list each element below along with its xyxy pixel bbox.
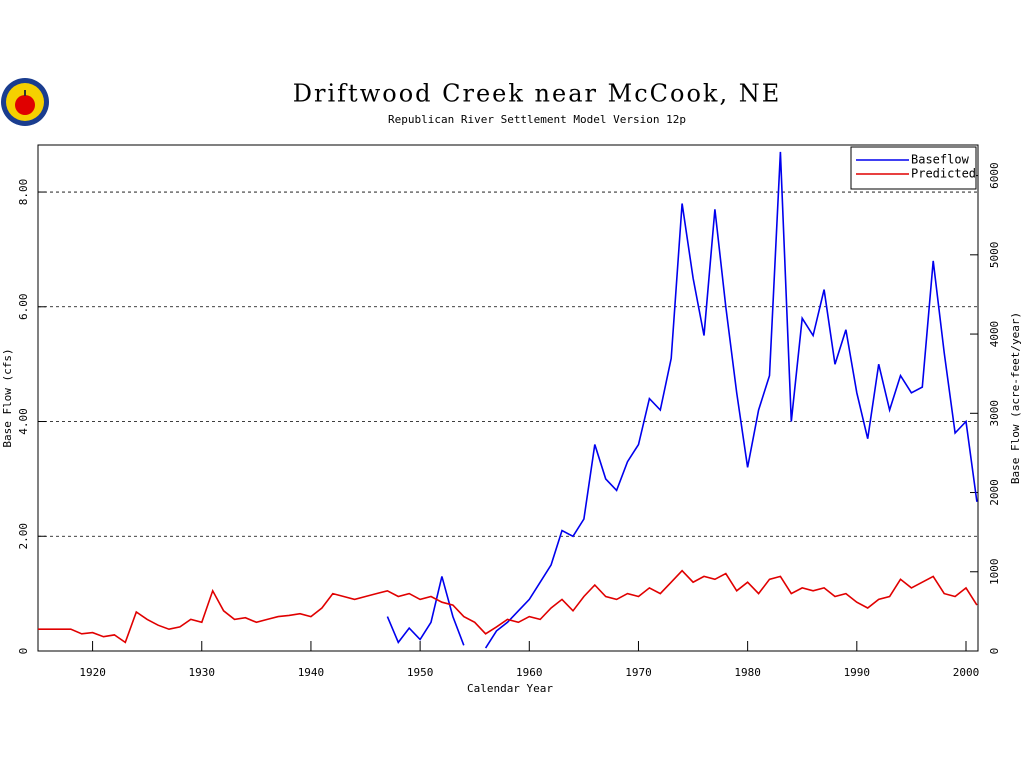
x-axis-label: Calendar Year: [467, 682, 553, 695]
chart-title: Driftwood Creek near McCook, NE: [293, 80, 781, 108]
y-tick-label: 2.00: [17, 523, 30, 550]
chart-subtitle: Republican River Settlement Model Versio…: [388, 113, 686, 126]
y-tick-label: 4.00: [17, 408, 30, 435]
y2-tick-label: 3000: [988, 400, 1001, 427]
y2-tick-label: 2000: [988, 479, 1001, 506]
x-tick-label: 2000: [953, 666, 980, 679]
legend-label: Baseflow: [911, 153, 970, 167]
y-tick-label: 6.00: [17, 294, 30, 321]
x-tick-label: 1930: [189, 666, 216, 679]
y2-tick-label: 6000: [988, 162, 1001, 189]
y2-tick-label: 1000: [988, 559, 1001, 586]
y2-tick-label: 0: [988, 648, 1001, 655]
y-tick-label: 8.00: [17, 179, 30, 206]
logo: [1, 78, 49, 126]
x-tick-label: 1950: [407, 666, 434, 679]
x-tick-label: 1940: [298, 666, 325, 679]
y-tick-label: 0: [17, 648, 30, 655]
x-tick-label: 1980: [734, 666, 761, 679]
y2-axis-label: Base Flow (acre-feet/year): [1009, 312, 1022, 484]
legend-box: [850, 146, 977, 190]
x-tick-label: 1990: [844, 666, 871, 679]
legend-label: Predicted: [911, 167, 976, 181]
plot-frame: [37, 144, 979, 652]
y2-tick-label: 5000: [988, 242, 1001, 269]
series-line: [38, 569, 978, 644]
x-tick-label: 1970: [625, 666, 652, 679]
y2-tick-label: 4000: [988, 321, 1001, 348]
x-tick-label: 1960: [516, 666, 543, 679]
y-axis-label: Base Flow (cfs): [1, 348, 14, 447]
series-line: [386, 151, 978, 649]
x-tick-label: 1920: [79, 666, 106, 679]
